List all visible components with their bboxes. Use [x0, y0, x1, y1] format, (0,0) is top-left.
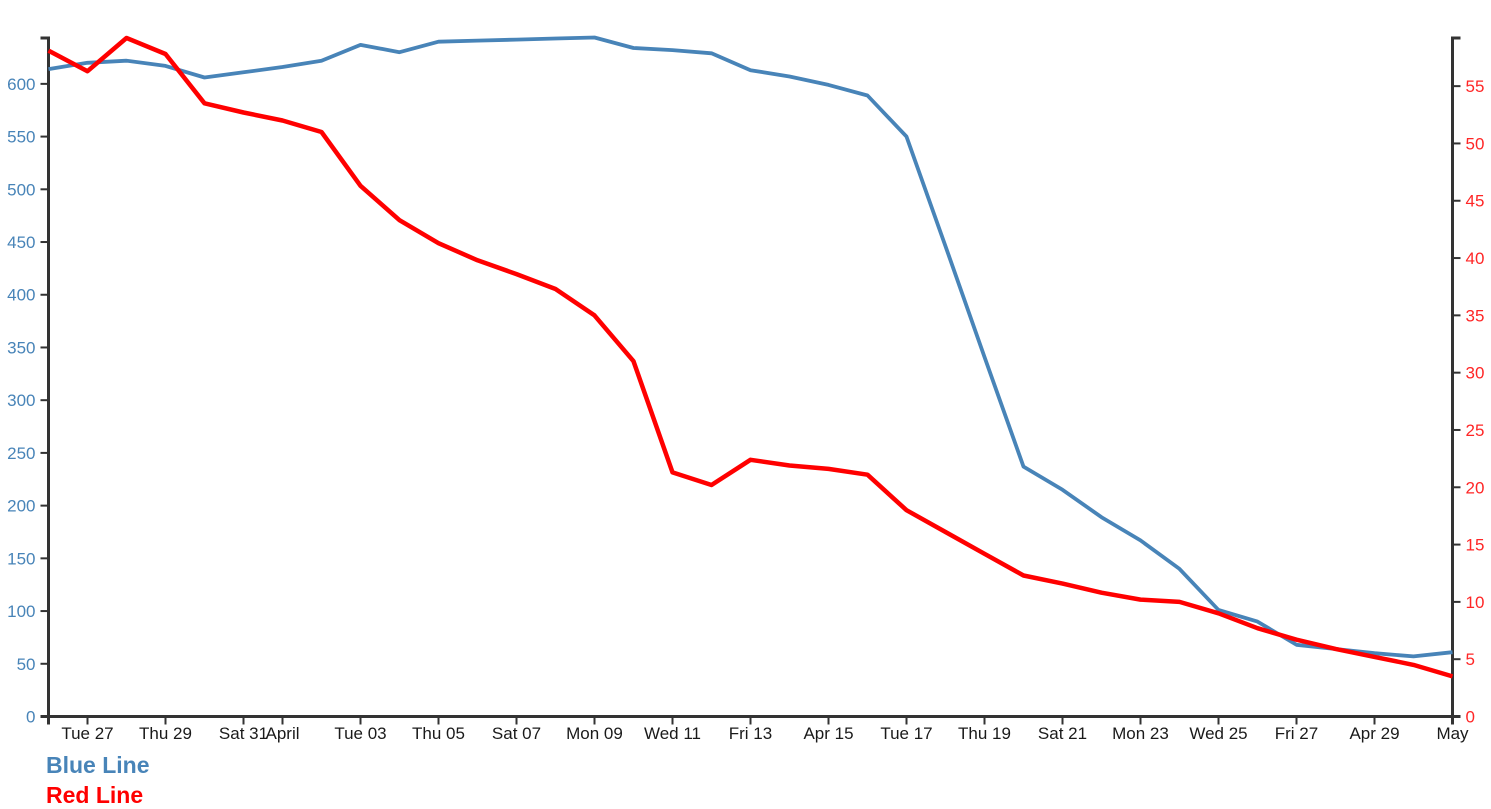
left-tick-label: 250 — [7, 444, 35, 463]
left-tick-label: 350 — [7, 338, 35, 357]
x-tick-label: Fri 13 — [729, 724, 772, 743]
left-tick-label: 200 — [7, 497, 35, 516]
x-tick-label: May — [1436, 724, 1469, 743]
right-tick-label: 0 — [1466, 708, 1475, 727]
left-tick-label: 300 — [7, 391, 35, 410]
left-tick-label: 500 — [7, 180, 35, 199]
x-tick-label: Tue 17 — [880, 724, 932, 743]
left-tick-label: 550 — [7, 128, 35, 147]
x-tick-label: Thu 29 — [139, 724, 192, 743]
right-tick-label: 10 — [1466, 593, 1485, 612]
right-tick-label: 20 — [1466, 478, 1485, 497]
legend-item-red-line: Red Line — [46, 782, 144, 808]
x-tick-label: Sat 21 — [1038, 724, 1087, 743]
x-tick-label: Mon 23 — [1112, 724, 1169, 743]
x-tick-label: Thu 19 — [958, 724, 1011, 743]
x-tick-label: Tue 03 — [334, 724, 386, 743]
x-tick-label: Wed 25 — [1189, 724, 1247, 743]
left-tick-label: 600 — [7, 75, 35, 94]
x-tick-label: Mon 09 — [566, 724, 623, 743]
x-tick-label: April — [265, 724, 299, 743]
x-tick-label: Wed 11 — [644, 724, 701, 743]
x-tick-label: Apr 29 — [1349, 724, 1399, 743]
left-tick-label: 100 — [7, 602, 35, 621]
x-tick-label: Thu 05 — [412, 724, 465, 743]
x-tick-label: Sat 31 — [219, 724, 268, 743]
right-tick-label: 15 — [1466, 536, 1485, 555]
left-tick-label: 400 — [7, 286, 35, 305]
left-axis: 0 50 100 150 200 250 300 350 400 450 500 550 600 — [7, 36, 50, 727]
left-tick-label: 50 — [17, 655, 36, 674]
blue-line-path — [48, 35, 1453, 659]
legend: Blue Line Red Line — [46, 750, 150, 809]
left-tick-label: 150 — [7, 549, 35, 568]
right-tick-label: 50 — [1466, 134, 1485, 153]
red-line-path — [47, 35, 1454, 679]
right-tick-label: 25 — [1466, 421, 1485, 440]
left-tick-label: 450 — [7, 233, 35, 252]
right-tick-label: 40 — [1466, 249, 1485, 268]
left-tick-label: 0 — [26, 708, 35, 727]
right-tick-label: 5 — [1466, 650, 1475, 669]
x-tick-label: Sat 07 — [492, 724, 541, 743]
x-tick-label: Fri 27 — [1275, 724, 1318, 743]
x-tick-label: Tue 27 — [61, 724, 113, 743]
right-tick-label: 30 — [1466, 364, 1485, 383]
x-tick-label: Apr 15 — [803, 724, 853, 743]
right-tick-label: 55 — [1466, 77, 1485, 96]
right-tick-label: 45 — [1466, 192, 1485, 211]
right-tick-label: 35 — [1466, 306, 1485, 325]
legend-item-blue-line: Blue Line — [46, 752, 150, 778]
right-axis: 0 5 10 15 20 25 30 35 40 45 50 55 — [1451, 36, 1485, 727]
